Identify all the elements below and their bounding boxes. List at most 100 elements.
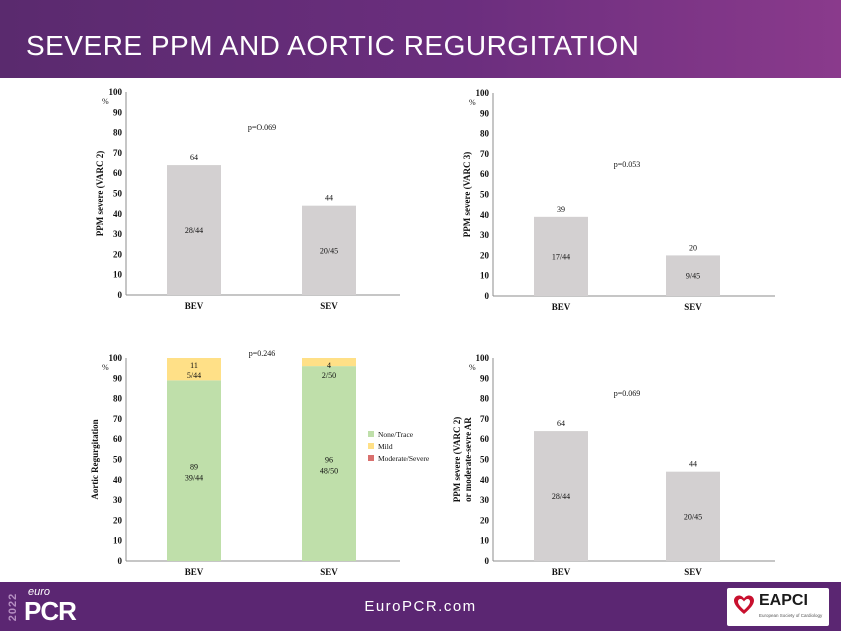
y-tick-label: 0 bbox=[485, 556, 490, 566]
eapci-name: EAPCI bbox=[759, 592, 808, 609]
y-tick-label: 0 bbox=[118, 290, 123, 300]
y-axis-title-line2: or moderate-sevre AR bbox=[463, 417, 473, 502]
y-tick-label: 70 bbox=[480, 414, 490, 424]
bar-value-label: 11 bbox=[190, 361, 198, 370]
y-tick-label: 70 bbox=[113, 148, 123, 158]
legend-swatch bbox=[368, 443, 374, 449]
chart-2: 0 10 20 30 40 50 60 70 80 90 100% PPM severe (VARC … bbox=[462, 88, 775, 312]
bar-bev-none-trace bbox=[167, 380, 221, 561]
slide-header: SEVERE PPM AND AORTIC REGURGITATION bbox=[0, 0, 841, 78]
bar-count-label: 5/44 bbox=[187, 371, 201, 380]
y-tick-label: 90 bbox=[480, 108, 490, 118]
legend-label: Moderate/Severe bbox=[378, 454, 430, 463]
y-tick-label: 100 bbox=[109, 353, 123, 363]
bar-count-label: 20/45 bbox=[320, 246, 338, 255]
bar-bev bbox=[534, 431, 588, 561]
bar-value-label: 44 bbox=[689, 460, 697, 469]
y-tick-label: 80 bbox=[480, 129, 490, 139]
bar-sev bbox=[666, 255, 720, 296]
y-tick-label: 50 bbox=[480, 190, 490, 200]
y-tick-label: 30 bbox=[480, 495, 490, 505]
chart-1: 0 10 20 30 40 50 60 70 80 90 100% PPM severe (VARC … bbox=[95, 87, 400, 311]
slide-footer: 2022 euro PCR EuroPCR.com EAPCI European… bbox=[0, 582, 841, 631]
y-tick-label: 80 bbox=[113, 128, 123, 138]
y-unit-label: % bbox=[469, 363, 476, 372]
bar-value-label: 44 bbox=[325, 194, 333, 203]
bar-sev bbox=[666, 471, 720, 561]
y-axis-title: PPM severe (VARC 2) bbox=[95, 151, 105, 236]
bar-count-label: 20/45 bbox=[684, 512, 702, 521]
y-tick-label: 40 bbox=[480, 475, 490, 485]
y-tick-label: 10 bbox=[113, 536, 123, 546]
bar-count-label: 28/44 bbox=[552, 492, 570, 501]
x-category-label: BEV bbox=[552, 302, 571, 312]
p-value-label: p=0.053 bbox=[614, 160, 641, 169]
y-tick-label: 60 bbox=[113, 434, 123, 444]
chart-3: 0 10 20 30 40 50 60 70 80 90 100% Aortic Regurgitat… bbox=[90, 349, 430, 577]
y-axis-title: PPM severe (VARC 3) bbox=[462, 152, 472, 237]
bar-count-label: 39/44 bbox=[185, 474, 203, 483]
legend-swatch bbox=[368, 455, 374, 461]
y-tick-label: 50 bbox=[113, 455, 123, 465]
eapci-logo: EAPCI European Society of Cardiology bbox=[727, 588, 829, 626]
x-category-label: BEV bbox=[552, 567, 571, 577]
bar-count-label: 9/45 bbox=[686, 272, 700, 281]
logo-pcr-text: PCR bbox=[24, 596, 77, 626]
y-tick-label: 100 bbox=[476, 88, 490, 98]
legend-label: Mild bbox=[378, 442, 393, 451]
y-tick-label: 100 bbox=[109, 87, 123, 97]
bar-bev bbox=[534, 216, 588, 296]
y-tick-label: 60 bbox=[480, 434, 490, 444]
footer-url: EuroPCR.com bbox=[364, 598, 477, 615]
bar-count-label: 2/50 bbox=[322, 371, 336, 380]
y-tick-label: 100 bbox=[476, 353, 490, 363]
x-category-label: BEV bbox=[185, 301, 204, 311]
bar-value-label: 64 bbox=[557, 419, 565, 428]
y-tick-label: 0 bbox=[118, 556, 123, 566]
bar-value-label: 64 bbox=[190, 153, 198, 162]
y-tick-label: 40 bbox=[113, 209, 123, 219]
y-axis-title: Aortic Regurgitation bbox=[90, 419, 100, 499]
bar-count-label: 17/44 bbox=[552, 252, 570, 261]
bar-sev-mild bbox=[302, 358, 356, 367]
y-tick-label: 90 bbox=[113, 373, 123, 383]
y-tick-label: 20 bbox=[113, 515, 123, 525]
y-unit-label: % bbox=[102, 97, 109, 106]
bar-count-label: 28/44 bbox=[185, 226, 203, 235]
y-tick-label: 90 bbox=[480, 373, 490, 383]
eapci-subtitle: European Society of Cardiology bbox=[759, 613, 823, 618]
x-category-label: SEV bbox=[684, 567, 702, 577]
logo-euro-text: euro bbox=[28, 586, 51, 598]
y-tick-label: 30 bbox=[113, 229, 123, 239]
y-tick-label: 10 bbox=[480, 271, 490, 281]
chart-4: 0 10 20 30 40 50 60 70 80 90 100% PPM severe (VARC … bbox=[452, 353, 775, 577]
p-value-label: p=O.069 bbox=[248, 123, 276, 132]
y-tick-label: 40 bbox=[480, 210, 490, 220]
y-tick-label: 90 bbox=[113, 107, 123, 117]
y-tick-label: 10 bbox=[480, 536, 490, 546]
y-tick-label: 40 bbox=[113, 475, 123, 485]
x-category-label: BEV bbox=[185, 567, 204, 577]
bar-sev-none-trace bbox=[302, 366, 356, 561]
bar-value-label: 20 bbox=[689, 243, 697, 252]
y-tick-label: 70 bbox=[480, 149, 490, 159]
bar-bev-mild bbox=[167, 358, 221, 381]
bar-sev bbox=[302, 205, 356, 295]
y-tick-label: 80 bbox=[113, 394, 123, 404]
bar-value-label: 39 bbox=[557, 205, 565, 214]
x-category-label: SEV bbox=[320, 567, 338, 577]
y-tick-label: 20 bbox=[480, 515, 490, 525]
y-unit-label: % bbox=[469, 98, 476, 107]
bar-count-label: 48/50 bbox=[320, 467, 338, 476]
y-unit-label: % bbox=[102, 363, 109, 372]
p-value-label: p=0.069 bbox=[614, 389, 641, 398]
bar-value-label: 89 bbox=[190, 463, 198, 472]
p-value-label: p=0.246 bbox=[249, 349, 276, 358]
bar-value-label: 4 bbox=[327, 361, 331, 370]
legend-label: None/Trace bbox=[378, 430, 414, 439]
y-tick-label: 0 bbox=[485, 291, 490, 301]
bar-bev bbox=[167, 165, 221, 295]
x-category-label: SEV bbox=[684, 302, 702, 312]
y-tick-label: 50 bbox=[480, 455, 490, 465]
y-tick-label: 70 bbox=[113, 414, 123, 424]
